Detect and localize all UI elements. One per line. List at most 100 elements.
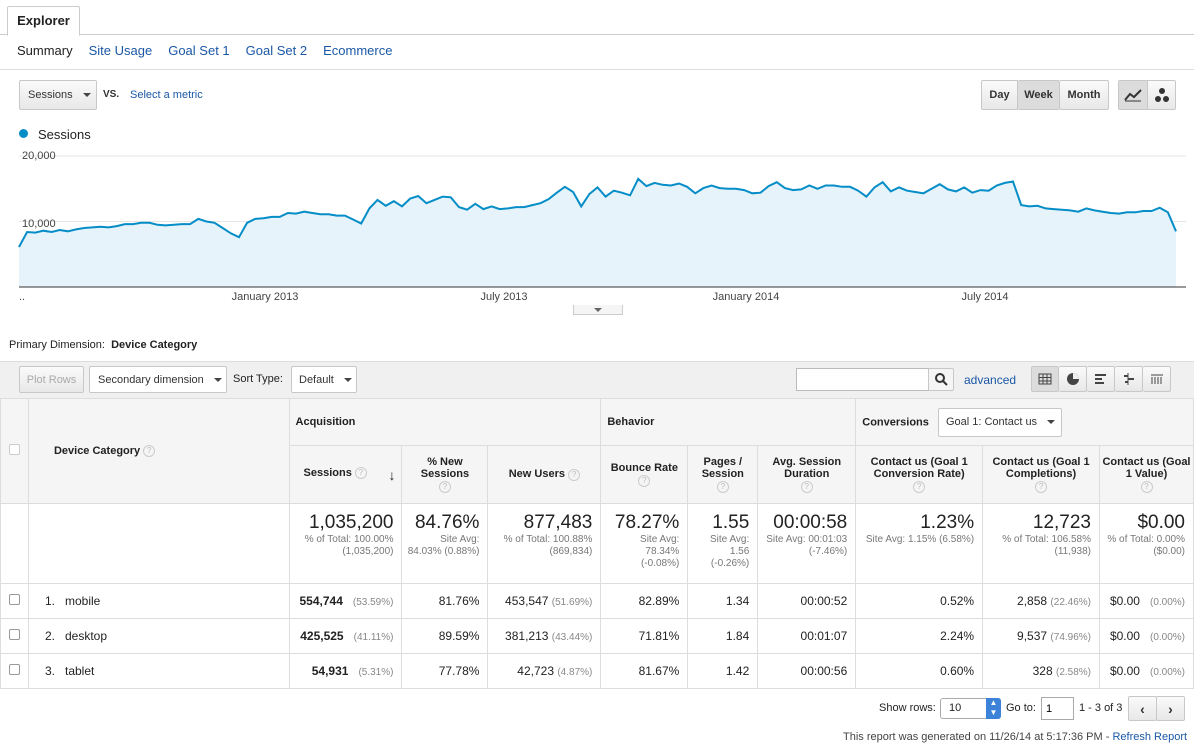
chevron-down-icon <box>343 377 352 382</box>
col-conversion-rate[interactable]: Contact us (Goal 1 Conversion Rate)? <box>855 445 984 504</box>
search-icon[interactable] <box>928 368 954 391</box>
help-icon[interactable]: ? <box>913 480 926 493</box>
tab-explorer[interactable]: Explorer <box>7 6 80 36</box>
subnav-summary[interactable]: Summary <box>17 43 73 58</box>
metric-select[interactable]: Sessions <box>19 80 97 110</box>
next-page-button[interactable]: › <box>1156 696 1185 721</box>
col-goal-value[interactable]: Contact us (Goal 1 Value)? <box>1099 445 1194 504</box>
col-conversion-rate-label: Contact us (Goal 1 Conversion Rate) <box>870 456 968 481</box>
help-icon[interactable]: ? <box>438 480 451 493</box>
sort-type-label: Sort Type: <box>233 373 283 385</box>
cell-completions: 328 <box>1032 664 1053 678</box>
x-tick-jan-2014: January 2014 <box>712 291 780 303</box>
col-new-sessions[interactable]: % New Sessions? <box>401 445 489 504</box>
goto-page-input[interactable] <box>1041 697 1074 720</box>
col-new-users[interactable]: New Users ? <box>487 445 602 504</box>
subnav-ecommerce[interactable]: Ecommerce <box>323 43 393 58</box>
goal-select[interactable]: Goal 1: Contact us <box>937 407 1062 437</box>
cell-conversion-rate: 0.52% <box>855 583 984 619</box>
device-category-header[interactable]: Device Category ? <box>27 398 290 504</box>
help-icon[interactable]: ? <box>568 468 581 481</box>
x-tick-start: .. <box>18 291 26 303</box>
term-cloud-icon[interactable] <box>1143 366 1171 392</box>
vs-label: VS. <box>103 89 120 100</box>
cell-goal-value: $0.00 <box>1109 629 1140 643</box>
total-pages-session-sub: Site Avg: 1.56 (-0.26%) <box>709 534 750 569</box>
period-month-button[interactable]: Month <box>1060 80 1109 110</box>
col-avg-duration[interactable]: Avg. Session Duration? <box>757 445 857 504</box>
show-rows-select[interactable]: 10 ▲ ▼ <box>940 698 1001 719</box>
sort-down-arrow-icon[interactable]: ↓ <box>388 466 396 483</box>
col-bounce-rate[interactable]: Bounce Rate? <box>600 445 689 504</box>
pager-range: 1 - 3 of 3 <box>1079 702 1123 714</box>
cell-new-users-pct: (43.44%) <box>551 632 593 643</box>
subnav-goal-set-2[interactable]: Goal Set 2 <box>245 43 308 58</box>
data-table-icon[interactable] <box>1031 366 1059 392</box>
help-icon[interactable]: ? <box>143 445 156 458</box>
col-completions-label: Contact us (Goal 1 Completions) <box>992 456 1090 481</box>
motion-chart-icon[interactable] <box>1148 80 1176 110</box>
conversions-group: Conversions Goal 1: Contact us <box>855 398 1194 446</box>
pie-chart-icon[interactable] <box>1059 366 1087 392</box>
chevron-down-icon <box>594 307 602 312</box>
row-checkbox[interactable] <box>8 664 20 675</box>
help-icon[interactable]: ? <box>800 480 813 493</box>
prev-page-button[interactable]: ‹ <box>1128 696 1157 721</box>
total-sessions: 1,035,200 <box>308 512 394 533</box>
row-device-link[interactable]: tablet <box>64 664 95 678</box>
table-search-input[interactable] <box>796 368 929 391</box>
cell-goal-value-pct: (0.00%) <box>1149 597 1185 608</box>
row-index: 2. <box>44 629 55 643</box>
subnav-site-usage[interactable]: Site Usage <box>88 43 153 58</box>
cell-sessions-pct: (5.31%) <box>358 667 394 678</box>
col-pages-session[interactable]: Pages / Session? <box>687 445 759 504</box>
subnav-goal-set-1[interactable]: Goal Set 1 <box>168 43 230 58</box>
row-device-link[interactable]: mobile <box>64 594 101 608</box>
refresh-report-link[interactable]: Refresh Report <box>1112 731 1188 743</box>
report-footer: This report was generated on 11/26/14 at… <box>843 731 1187 743</box>
help-icon[interactable]: ? <box>354 466 367 479</box>
chevron-right-icon: › <box>1168 700 1173 717</box>
cell-conversion-rate: 2.24% <box>855 618 984 654</box>
total-new-sessions: 84.76% <box>414 512 480 533</box>
x-tick-jul-2013: July 2013 <box>480 291 528 303</box>
total-sessions-sub: % of Total: 100.00% (1,035,200) <box>304 534 394 557</box>
row-checkbox[interactable] <box>8 594 20 605</box>
goal-select-label: Goal 1: Contact us <box>945 416 1038 428</box>
cell-bounce-rate: 82.89% <box>600 583 689 619</box>
cell-new-sessions: 77.78% <box>401 653 489 689</box>
sessions-area <box>19 178 1176 287</box>
help-icon[interactable]: ? <box>1035 480 1048 493</box>
period-toggle: Day Week Month <box>981 80 1109 110</box>
help-icon[interactable]: ? <box>638 474 651 487</box>
secondary-dimension-select[interactable]: Secondary dimension <box>89 366 227 393</box>
advanced-filter-link[interactable]: advanced <box>964 373 1017 387</box>
col-completions[interactable]: Contact us (Goal 1 Completions)? <box>982 445 1100 504</box>
bar-chart-icon[interactable] <box>1087 366 1115 392</box>
primary-dimension-value[interactable]: Device Category <box>111 339 198 351</box>
cell-new-users: 453,547 <box>505 594 549 608</box>
cell-new-users: 42,723 <box>517 664 554 678</box>
select-metric-link[interactable]: Select a metric <box>130 89 203 101</box>
sort-type-value: Default <box>299 373 334 386</box>
col-sessions[interactable]: Sessions ? ↓ <box>288 445 403 504</box>
comparison-icon[interactable] <box>1115 366 1143 392</box>
help-icon[interactable]: ? <box>1140 480 1153 493</box>
chart-collapse-handle[interactable] <box>573 305 623 315</box>
report-subnav: Summary Site Usage Goal Set 1 Goal Set 2… <box>17 43 392 58</box>
total-conversion-rate: 1.23% <box>920 512 975 533</box>
row-checkbox[interactable] <box>8 629 20 640</box>
period-week-button[interactable]: Week <box>1018 80 1060 110</box>
select-all-checkbox[interactable] <box>8 444 20 455</box>
sort-type-select[interactable]: Default <box>291 366 357 393</box>
cell-goal-value: $0.00 <box>1109 664 1140 678</box>
x-tick-jan-2013: January 2013 <box>231 291 299 303</box>
total-new-sessions-sub: Site Avg: 84.03% (0.88%) <box>407 534 480 557</box>
row-device-link[interactable]: desktop <box>64 629 108 643</box>
line-chart-icon[interactable] <box>1118 80 1148 110</box>
total-bounce-rate: 78.27% <box>614 512 680 533</box>
period-day-button[interactable]: Day <box>981 80 1018 110</box>
tab-bar <box>0 0 1194 35</box>
help-icon[interactable]: ? <box>716 480 729 493</box>
plot-rows-button[interactable]: Plot Rows <box>19 366 84 393</box>
